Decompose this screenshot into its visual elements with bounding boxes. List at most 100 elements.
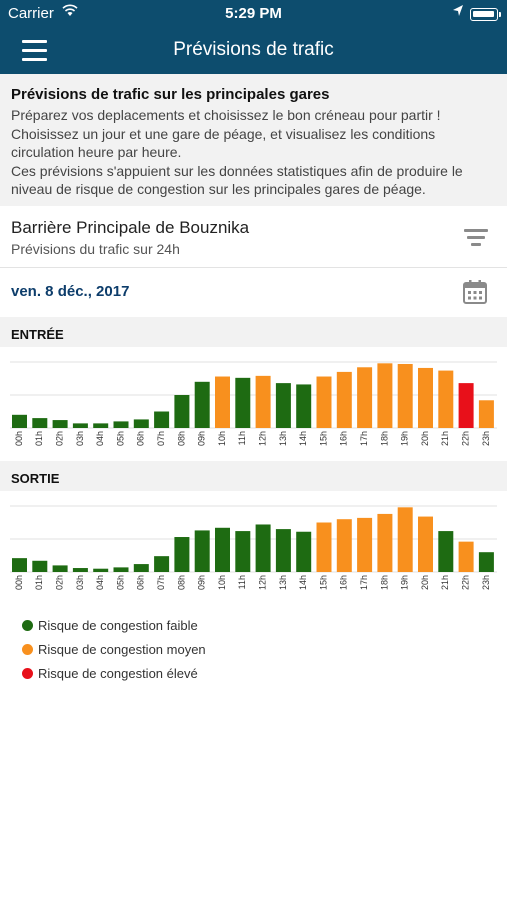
bar [235,377,251,428]
x-tick-label: 08h [176,575,186,590]
bar [418,516,433,572]
x-tick-label: 07h [156,431,166,446]
x-tick-label: 04h [95,431,105,446]
bar [478,400,494,428]
x-tick-label: 09h [197,575,207,590]
bar [397,363,413,428]
x-tick-label: 03h [75,431,85,446]
bar [397,507,413,572]
x-tick-label: 01h [34,575,44,590]
bar [12,558,27,572]
x-tick-label: 12h [257,431,267,446]
x-tick-label: 11h [237,575,247,589]
bar [72,568,88,572]
x-tick-label: 17h [359,575,369,590]
calendar-icon[interactable] [460,278,490,306]
x-tick-label: 20h [420,431,430,446]
bar [113,567,129,572]
bar [377,363,393,428]
legend-swatch [22,644,33,655]
x-tick-label: 13h [278,575,288,590]
bar [418,367,433,428]
intro-line: niveau de risque de congestion sur les p… [11,181,426,197]
bar [478,552,494,572]
x-tick-label: 04h [95,575,105,590]
x-tick-label: 00h [14,431,24,446]
x-tick-label: 17h [359,431,369,446]
carrier-label: Carrier [8,5,54,22]
bar [72,423,88,428]
bar [93,568,109,572]
x-tick-label: 15h [318,431,328,446]
entree-chart: 00h 01h 02h 03h 04h 05h 06h 07h 08h 09h 10h 11h 12h 1… [10,361,497,446]
x-tick-label: 00h [14,575,24,590]
intro-title: Prévisions de trafic sur les principales… [11,86,330,103]
bar [255,524,271,572]
bar [275,529,291,572]
bar [52,565,68,572]
x-tick-label: 16h [339,575,349,590]
bar [458,541,474,572]
x-tick-label: 09h [197,431,207,446]
intro-line: circulation heure par heure. [11,144,182,160]
filter-icon[interactable] [458,224,494,252]
bar [336,371,352,428]
x-tick-label: 18h [379,431,389,446]
x-tick-label: 05h [115,575,125,590]
x-tick-label: 18h [379,575,389,590]
bar [194,530,210,572]
bar [133,419,149,428]
bar [296,384,312,428]
x-tick-label: 21h [440,431,450,446]
x-tick-label: 22h [460,431,470,446]
x-tick-label: 15h [318,575,328,590]
x-tick-label: 02h [54,431,64,446]
bar [154,411,170,428]
battery-icon [470,8,498,21]
x-tick-label: 22h [460,575,470,590]
sortie-chart: 00h 01h 02h 03h 04h 05h 06h 07h 08h 09h 10h 11h 12h 1… [10,505,497,590]
intro-line: Choisissez un jour et une gare de péage,… [11,125,436,142]
legend-swatch [22,668,33,679]
station-subtitle: Prévisions du trafic sur 24h [11,241,180,257]
x-tick-label: 21h [440,575,450,590]
bar [275,383,291,428]
x-tick-label: 03h [75,575,85,590]
bar [438,531,454,572]
bar [377,513,393,572]
menu-icon[interactable] [14,36,48,64]
bar [194,381,210,428]
entree-section-title: ENTRÉE [0,317,507,347]
station-selector[interactable]: Barrière Principale de Bouznika Prévisio… [0,206,507,268]
x-tick-label: 01h [34,431,44,446]
sortie-section-title: SORTIE [0,461,507,491]
bar [154,556,170,572]
x-tick-label: 20h [420,575,430,590]
bar [316,522,332,572]
wifi-icon [62,4,78,20]
bar [336,519,352,572]
location-arrow-icon [452,4,464,20]
x-tick-label: 19h [400,575,410,590]
date-selector[interactable]: ven. 8 déc., 2017 [0,268,507,316]
x-tick-label: 12h [257,575,267,590]
bar [357,367,373,428]
x-tick-label: 10h [217,575,227,590]
bar [296,531,312,572]
bar [52,420,68,428]
navigation-bar: Carrier 5:29 PM Prévisions de trafic [0,0,507,74]
bar [458,383,474,428]
intro-line: Ces prévisions s'appuient sur les donnée… [11,162,463,179]
x-tick-label: 19h [400,431,410,446]
bar [438,370,454,428]
bar [255,375,271,428]
x-tick-label: 23h [481,431,491,446]
intro-text: Préparez vos deplacements et choisissez … [11,106,496,199]
x-tick-label: 13h [278,431,288,446]
bar [12,414,27,428]
x-tick-label: 14h [298,575,308,590]
station-name: Barrière Principale de Bouznika [11,218,250,237]
bar [357,517,373,572]
page-title: Prévisions de trafic [173,39,334,60]
bar [235,531,251,572]
